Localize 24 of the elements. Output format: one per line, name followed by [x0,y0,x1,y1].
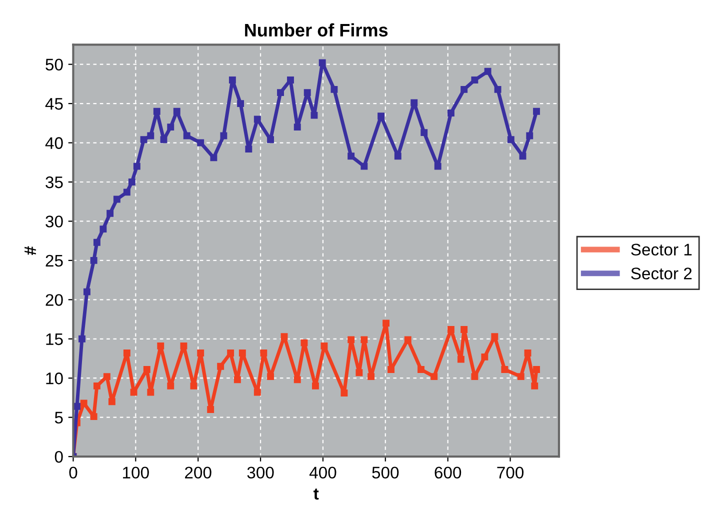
x-tick-label: 100 [123,466,149,479]
y-tick-label: 30 [46,216,63,228]
y-axis-title: # [24,246,36,255]
x-axis-title: t [314,488,319,500]
y-tick-label: 20 [46,294,63,306]
chart-title: Number of Firms [245,23,388,37]
x-tick-label: 200 [185,466,212,479]
x-tick-label: 700 [497,466,524,479]
y-tick-label: 50 [46,58,63,71]
y-tick-label: 10 [46,372,63,384]
y-tick-label: 45 [45,98,63,110]
x-tick-label: 400 [309,466,336,479]
x-tick-label: 500 [372,466,399,479]
y-tick-label: 35 [46,176,63,188]
x-tick-label: 600 [434,466,462,479]
y-tick-label: 25 [46,254,63,267]
legend-label: Sector 2 [631,268,692,280]
y-tick-label: 0 [54,450,63,463]
legend-label: Sector 1 [631,244,692,256]
y-tick-label: 5 [54,412,63,424]
x-tick-label: 0 [69,466,78,479]
x-tick-label: 300 [247,466,274,479]
y-tick-label: 15 [46,333,63,346]
y-tick-label: 40 [45,137,63,149]
